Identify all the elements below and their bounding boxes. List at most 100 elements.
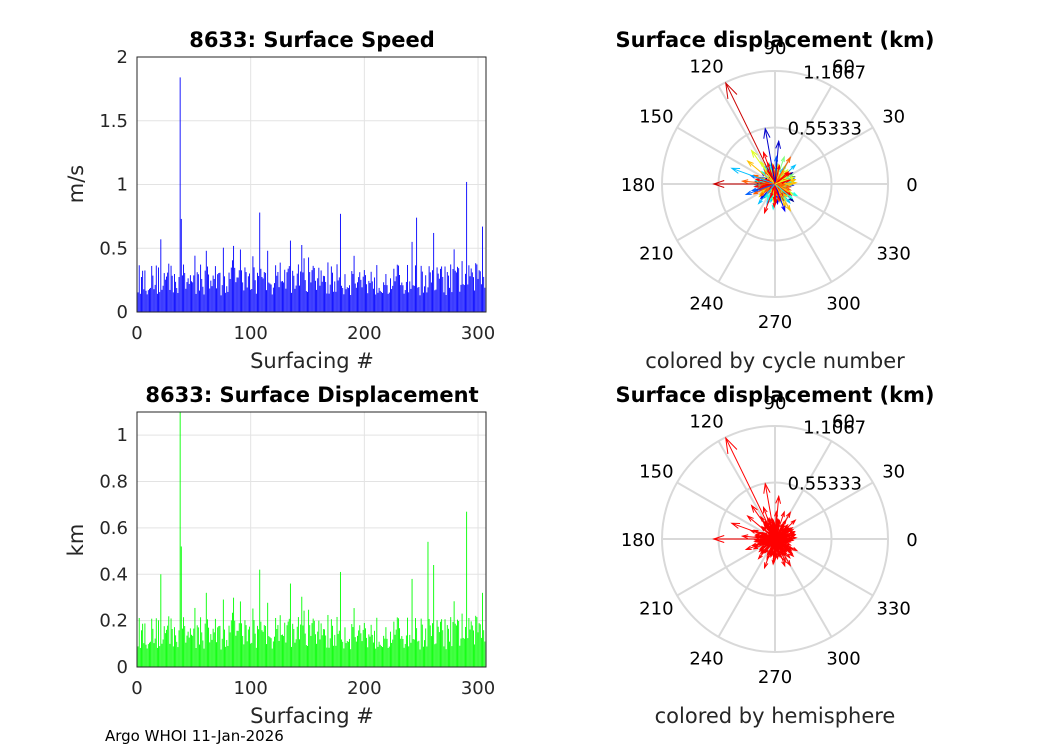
bar: [214, 618, 216, 667]
bar: [390, 631, 391, 667]
bar: [366, 637, 368, 667]
arrow-head: [787, 191, 793, 197]
bar: [261, 276, 263, 312]
bar: [141, 630, 142, 667]
arrow-head: [786, 187, 792, 191]
bar: [291, 646, 293, 667]
bar: [239, 249, 241, 312]
bar: [469, 629, 471, 667]
bar: [181, 628, 183, 667]
displacement-axes-box: [136, 411, 487, 668]
bar: [172, 646, 174, 667]
bar: [170, 618, 172, 667]
bar: [211, 639, 213, 667]
displacement-x-tick: 100: [234, 678, 268, 699]
bar: [317, 278, 319, 312]
bar: [391, 642, 393, 667]
bar: [274, 283, 275, 312]
bar: [477, 278, 479, 312]
bar: [409, 634, 411, 667]
polar-angle-tick: 240: [689, 294, 723, 315]
bar: [384, 284, 386, 312]
bar: [224, 629, 225, 667]
polar-angle-tick: 30: [882, 107, 905, 128]
bar: [461, 261, 463, 312]
bar: [434, 290, 436, 312]
polar-angle-tick: 60: [832, 411, 855, 432]
bar: [202, 286, 204, 312]
bar: [352, 273, 354, 312]
bar: [347, 641, 349, 667]
bar: [445, 295, 447, 312]
bar: [162, 639, 164, 667]
bar: [231, 260, 233, 312]
bar: [214, 266, 216, 312]
arrow-head: [772, 557, 777, 564]
bar: [293, 628, 295, 667]
bar: [144, 623, 146, 667]
bar: [203, 648, 205, 667]
bar: [279, 262, 281, 312]
arrow-head: [792, 536, 798, 540]
bar: [181, 275, 183, 312]
bar: [368, 280, 370, 312]
bar: [138, 617, 140, 667]
polar-cycle-caption: colored by cycle number: [645, 349, 905, 373]
polar-hemisphere-panel: Surface displacement (km) 0 30 60 90 120…: [615, 383, 934, 728]
bar: [269, 283, 271, 312]
bar: [433, 565, 435, 667]
polar-radius-tick: 0.55333: [788, 118, 862, 139]
bar: [440, 621, 441, 667]
bar: [390, 278, 391, 312]
polar-ring: [661, 425, 889, 653]
bar: [420, 618, 422, 667]
bar: [226, 639, 228, 667]
bar: [408, 292, 410, 312]
bar: [188, 637, 190, 667]
bar: [283, 282, 285, 312]
bar: [163, 273, 165, 312]
bar: [144, 270, 146, 312]
bar: [314, 634, 316, 667]
arrow-head: [772, 551, 777, 558]
bar: [343, 648, 345, 667]
bar: [318, 620, 320, 667]
bar: [264, 272, 266, 312]
bar: [394, 281, 396, 312]
polar-angle-tick: 180: [621, 530, 655, 551]
arrow-head: [750, 542, 757, 547]
bar: [202, 640, 204, 667]
displacement-y-tick: 0.2: [99, 611, 128, 632]
bar: [404, 643, 406, 667]
bar: [236, 630, 238, 667]
arrow-head: [790, 519, 797, 525]
bar: [409, 281, 411, 312]
arrow-head: [754, 178, 760, 182]
bar: [167, 272, 169, 312]
bar: [447, 275, 449, 312]
bar: [472, 630, 474, 667]
arrow-head: [785, 527, 792, 532]
displacement-y-tick: 0.8: [99, 472, 128, 493]
bar: [169, 643, 171, 667]
bar: [452, 269, 454, 312]
bar: [282, 634, 283, 667]
bar: [346, 287, 348, 312]
bar: [426, 646, 428, 667]
bar: [429, 272, 431, 312]
bar: [432, 270, 433, 312]
bar: [230, 267, 232, 312]
bar: [213, 278, 215, 312]
bar: [405, 635, 407, 667]
speed-x-tick: 300: [461, 323, 495, 344]
bar: [254, 280, 256, 312]
bar: [253, 267, 255, 312]
bar: [138, 265, 140, 312]
arrow-head: [786, 542, 792, 546]
bar: [155, 265, 157, 312]
bar: [338, 630, 340, 667]
bar: [385, 627, 387, 667]
polar-angle-tick: 210: [639, 599, 673, 620]
bar: [260, 268, 262, 312]
